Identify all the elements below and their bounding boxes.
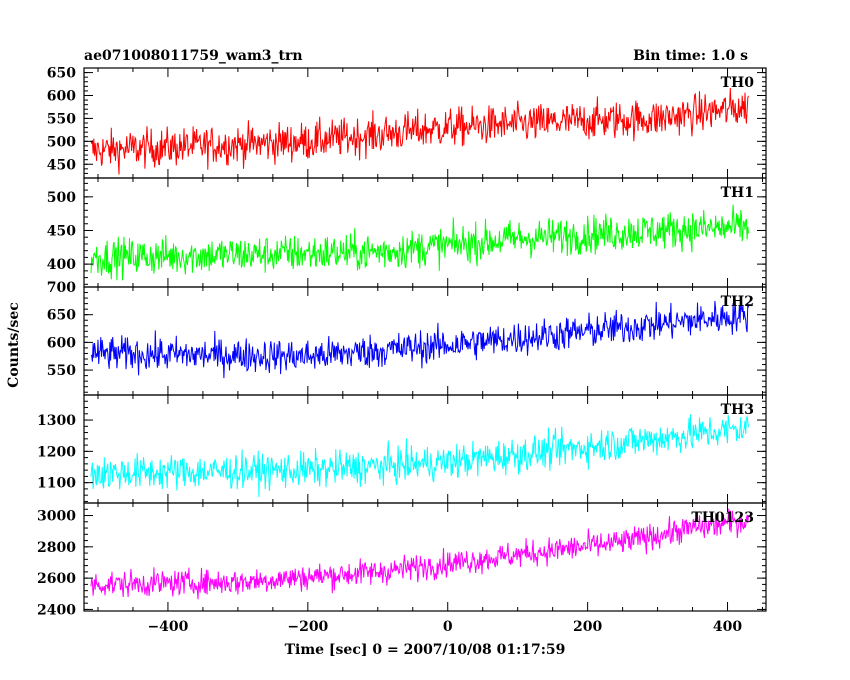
panel-label: TH2 bbox=[721, 294, 754, 310]
panel-th2: 550 600 650 700 TH2 bbox=[47, 280, 767, 396]
y-tick-label: 1300 bbox=[37, 413, 76, 429]
y-tick-label: 1100 bbox=[37, 476, 76, 492]
panel-frame bbox=[83, 286, 767, 396]
y-tick-label: 3000 bbox=[37, 509, 76, 525]
y-tick-label: 500 bbox=[47, 190, 76, 206]
x-tick-label: 400 bbox=[713, 619, 742, 635]
x-tick-label: −200 bbox=[287, 619, 328, 635]
series-th1 bbox=[90, 204, 749, 281]
series-th0 bbox=[90, 87, 749, 175]
x-tick-label: −400 bbox=[147, 619, 188, 635]
y-tick-label: 400 bbox=[47, 257, 76, 273]
panel-th0123: 2400 2600 2800 3000 TH0123 bbox=[37, 502, 767, 618]
bin-time-label: Bin time: 1.0 s bbox=[633, 48, 748, 64]
panel-frame bbox=[83, 502, 767, 612]
y-tick-label: 650 bbox=[47, 308, 76, 324]
y-tick-label: 700 bbox=[47, 280, 76, 296]
panel-frame bbox=[83, 394, 767, 504]
panel-th3: 1100 1200 1300 TH3 bbox=[37, 394, 767, 504]
y-axis-label: Counts/sec bbox=[6, 302, 22, 388]
panel-th1: 400 450 500 TH1 bbox=[47, 177, 767, 288]
y-tick-label: 600 bbox=[47, 335, 76, 351]
x-axis-label: Time [sec] 0 = 2007/10/08 01:17:59 bbox=[285, 642, 566, 658]
y-tick-label: 450 bbox=[47, 157, 76, 173]
panel-label: TH1 bbox=[721, 185, 754, 201]
y-tick-label: 2800 bbox=[37, 540, 76, 556]
y-tick-label: 550 bbox=[47, 363, 76, 379]
y-tick-label: 450 bbox=[47, 223, 76, 239]
y-tick-label: 500 bbox=[47, 134, 76, 150]
series-th3 bbox=[90, 414, 749, 498]
y-tick-label: 2400 bbox=[37, 602, 76, 618]
y-tick-label: 550 bbox=[47, 111, 76, 127]
x-tick-label: 200 bbox=[573, 619, 602, 635]
y-tick-label: 1200 bbox=[37, 444, 76, 460]
x-tick-label: 0 bbox=[443, 619, 453, 635]
series-th0123 bbox=[90, 508, 749, 600]
panel-th0: 450 500 550 600 650 TH0 bbox=[47, 66, 767, 179]
panels-group: 450 500 550 600 650 TH0 400 450 500 TH1 550 600 650 7… bbox=[37, 66, 767, 618]
panel-label: TH0 bbox=[721, 75, 755, 91]
y-tick-label: 600 bbox=[47, 89, 76, 105]
panel-label: TH0123 bbox=[691, 510, 754, 526]
panel-label: TH3 bbox=[721, 402, 754, 418]
x-axis: −400 −200 0 200 400 bbox=[147, 619, 742, 635]
y-tick-label: 650 bbox=[47, 66, 76, 82]
series-th2 bbox=[90, 299, 749, 379]
y-tick-label: 2600 bbox=[37, 571, 76, 587]
chart-title: ae071008011759_wam3_trn bbox=[84, 48, 303, 64]
